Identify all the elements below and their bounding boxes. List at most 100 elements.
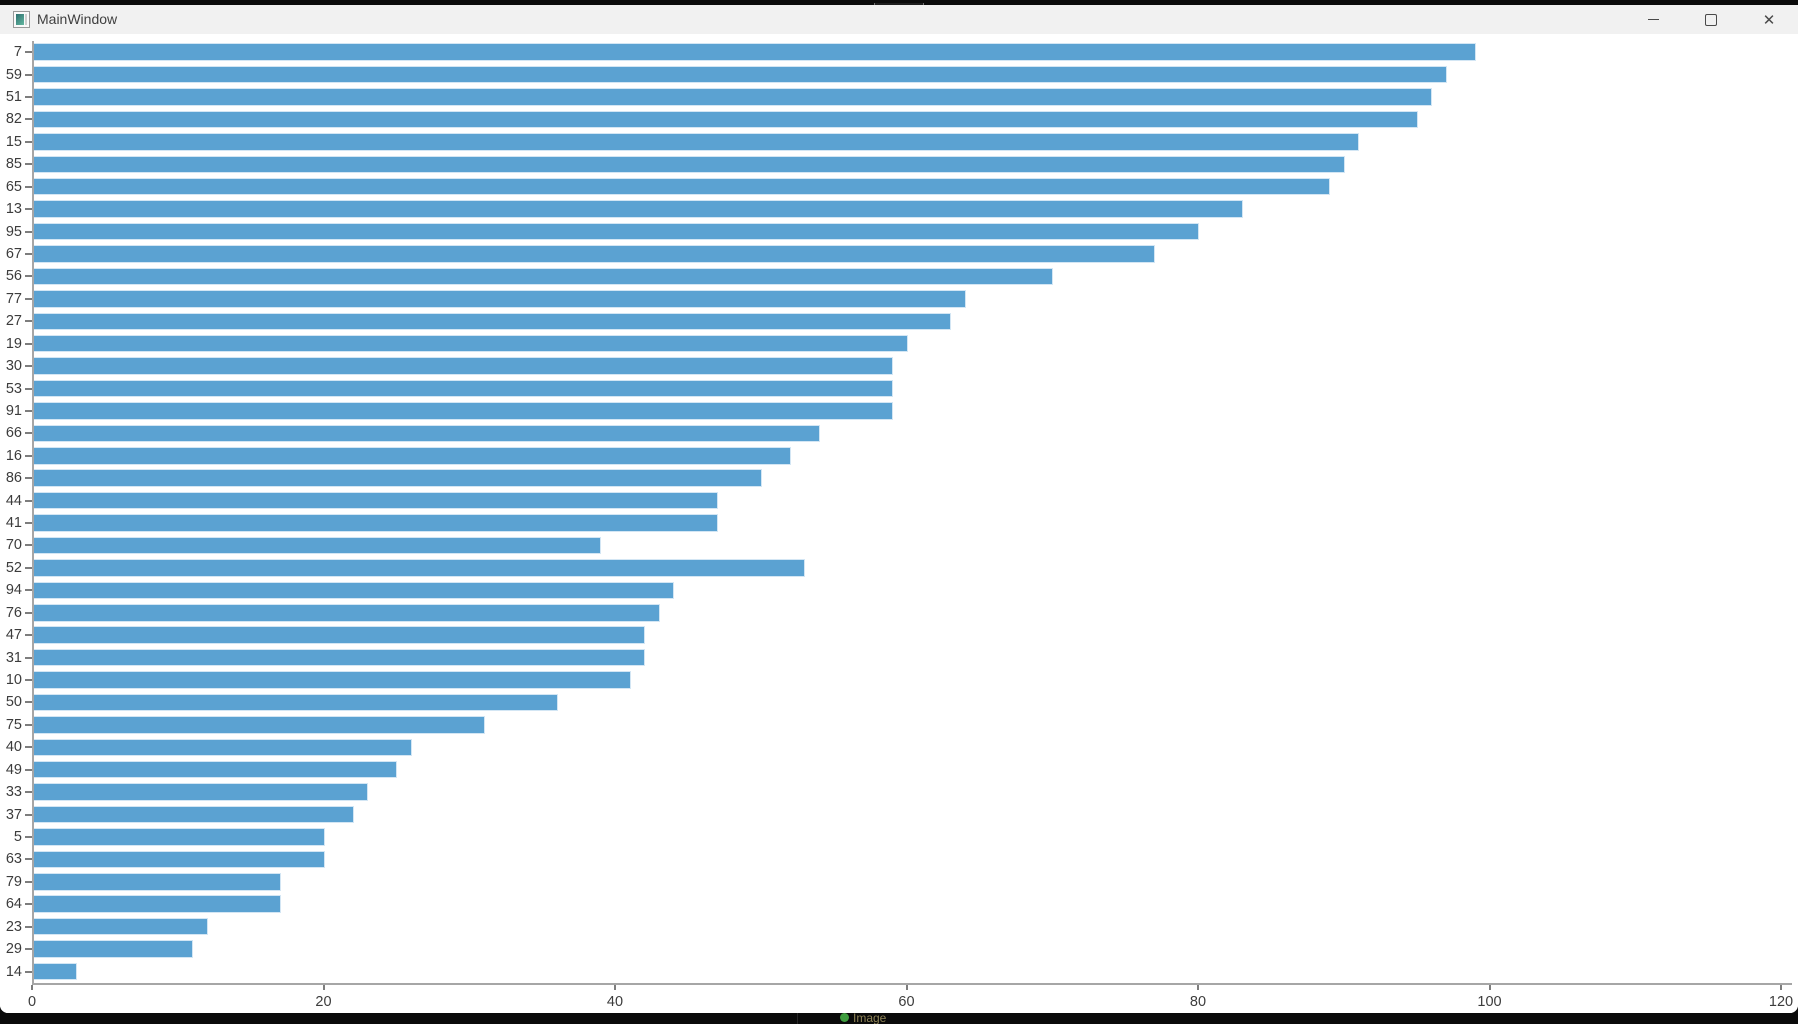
bar-row: 40 [0, 736, 1792, 758]
bar-row: 49 [0, 759, 1792, 781]
bar-row: 27 [0, 310, 1792, 332]
bar-row: 64 [0, 893, 1792, 915]
y-axis-label-cell: 23 [0, 915, 33, 937]
bar-row: 7 [0, 41, 1792, 63]
y-tick-label: 64 [5, 896, 22, 913]
close-button[interactable]: ✕ [1762, 11, 1776, 29]
x-tick-label: 120 [1768, 994, 1794, 1010]
bar-cell [33, 579, 1792, 601]
bar-cell [33, 265, 1792, 287]
y-axis-label-cell: 14 [0, 960, 33, 982]
bar-row: 77 [0, 288, 1792, 310]
x-tick-label: 60 [898, 994, 915, 1010]
bar [33, 604, 660, 622]
taskbar-app-button[interactable]: Image [840, 1013, 886, 1024]
bar-row: 44 [0, 489, 1792, 511]
bar-row: 91 [0, 400, 1792, 422]
window-titlebar[interactable]: MainWindow ✕ [0, 5, 1798, 34]
bar [33, 940, 194, 958]
bar-row: 23 [0, 915, 1792, 937]
bar [33, 245, 1156, 263]
y-tick-mark [25, 858, 33, 861]
bar-row: 94 [0, 579, 1792, 601]
bar-cell [33, 198, 1792, 220]
y-tick-mark [25, 297, 33, 300]
bar-cell [33, 467, 1792, 489]
bar-row: 63 [0, 848, 1792, 870]
y-tick-mark [25, 791, 33, 794]
y-axis-label-cell: 33 [0, 781, 33, 803]
y-tick-label: 23 [5, 918, 22, 935]
y-axis-label-cell: 16 [0, 445, 33, 467]
y-axis-line [32, 41, 34, 985]
bar-cell [33, 893, 1792, 915]
bar [33, 65, 1447, 84]
bar [33, 267, 1054, 286]
y-tick-label: 53 [5, 380, 22, 397]
x-tick-mark [1197, 985, 1199, 990]
y-axis-label-cell: 66 [0, 422, 33, 444]
bar [33, 962, 77, 981]
y-tick-mark [25, 320, 33, 323]
y-tick-mark [25, 903, 33, 906]
bar-cell [33, 310, 1792, 332]
x-tick-label: 20 [315, 994, 332, 1010]
y-tick-mark [25, 454, 33, 457]
bar [33, 334, 908, 353]
y-tick-label: 29 [5, 941, 22, 958]
bar-row: 19 [0, 332, 1792, 354]
bar [33, 648, 646, 667]
y-tick-mark [25, 185, 33, 188]
bar-cell [33, 176, 1792, 198]
y-tick-label: 82 [5, 111, 22, 128]
y-axis-label-cell: 79 [0, 871, 33, 893]
y-tick-label: 30 [5, 358, 22, 375]
maximize-button[interactable] [1682, 5, 1740, 34]
bar [33, 424, 821, 443]
y-axis-label-cell: 19 [0, 332, 33, 354]
bar [33, 873, 281, 891]
x-axis-line [32, 983, 1792, 985]
bar-row: 5 [0, 826, 1792, 848]
minimize-button[interactable] [1624, 5, 1682, 34]
y-tick-label: 10 [5, 672, 22, 689]
bar [33, 850, 325, 869]
y-axis-label-cell: 10 [0, 669, 33, 691]
bar [33, 379, 893, 398]
bar-row: 15 [0, 131, 1792, 153]
bar [33, 828, 325, 846]
y-axis-label-cell: 13 [0, 198, 33, 220]
y-axis-label-cell: 75 [0, 714, 33, 736]
taskbar-sliver: Image [0, 1013, 1798, 1024]
bar-cell [33, 41, 1792, 63]
app-icon [13, 11, 30, 28]
y-tick-mark [25, 140, 33, 143]
bar-cell [33, 691, 1792, 713]
bar [33, 738, 412, 757]
x-tick-mark [1488, 985, 1491, 990]
bar [33, 917, 208, 936]
bar-rows: 7 59 51 82 15 85 65 13 95 67 56 77 27 19 30 53 91 66 16 86 4… [0, 41, 1792, 983]
y-axis-label-cell: 65 [0, 176, 33, 198]
y-tick-mark [25, 51, 33, 54]
y-tick-label: 91 [5, 402, 22, 419]
y-tick-mark [25, 768, 33, 771]
bar [33, 447, 791, 465]
bar-row: 51 [0, 86, 1792, 108]
y-axis-label-cell: 53 [0, 377, 33, 399]
bar [33, 671, 631, 689]
bar-row: 86 [0, 467, 1792, 489]
y-tick-mark [25, 813, 33, 816]
bar-cell [33, 332, 1792, 354]
bar [33, 626, 646, 644]
y-tick-label: 19 [5, 335, 22, 352]
bar-row: 41 [0, 512, 1792, 534]
y-tick-label: 77 [5, 290, 22, 307]
bar [33, 110, 1418, 129]
y-tick-label: 41 [5, 515, 22, 532]
y-axis-label-cell: 86 [0, 467, 33, 489]
bar-cell [33, 624, 1792, 646]
y-tick-mark [25, 948, 33, 951]
y-tick-mark [25, 970, 33, 973]
bar-row: 53 [0, 377, 1792, 399]
